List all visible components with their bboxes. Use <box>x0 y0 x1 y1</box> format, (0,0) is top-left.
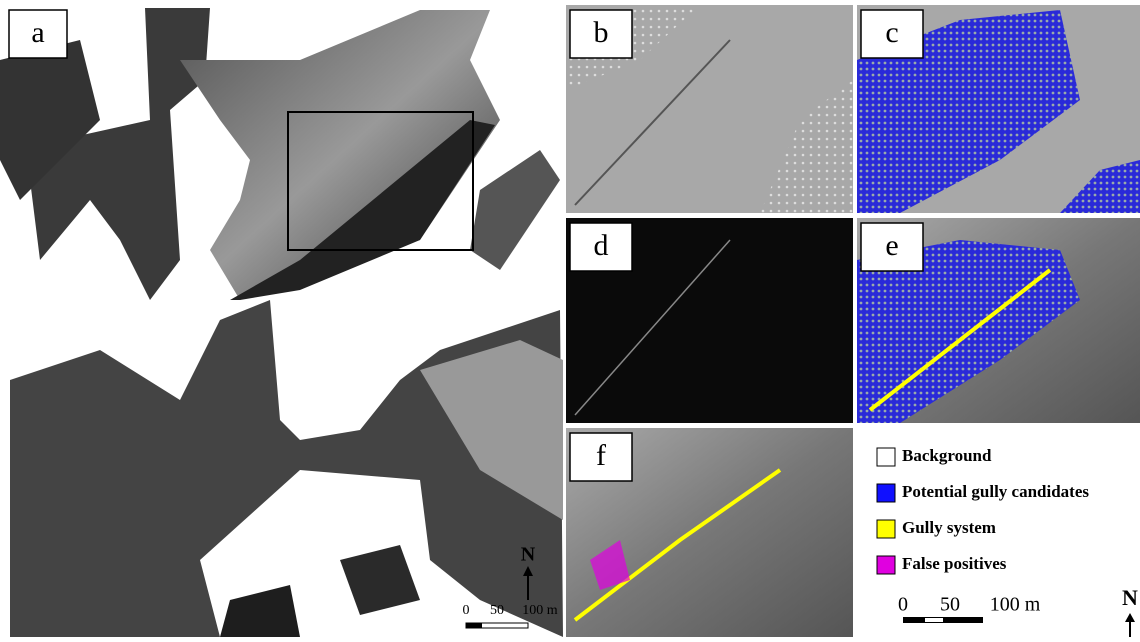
panel-c: c <box>857 5 1140 213</box>
panel-label: d <box>594 229 609 262</box>
scale-bar <box>925 618 943 622</box>
panel-label: c <box>885 16 898 49</box>
scale-label: 50 <box>940 594 960 616</box>
panel-a: a N 0 50 100 m <box>0 8 563 637</box>
north-label: N <box>1122 585 1138 610</box>
panel-b: b <box>566 5 853 213</box>
legend: Background Potential gully candidates Gull… <box>877 446 1089 574</box>
legend-swatch <box>877 484 895 502</box>
scale-label: 50 <box>490 603 504 618</box>
page: {"panels": [ {"label": "a"}, {"label": "… <box>0 0 1140 637</box>
terrain <box>470 150 560 270</box>
panel-label: e <box>885 229 898 262</box>
panel-label: f <box>596 439 606 472</box>
north-label: N <box>521 544 536 566</box>
panel-d: d <box>566 218 853 423</box>
scale-bar <box>466 623 482 628</box>
scale-label: 100 m <box>990 594 1041 616</box>
panel-e: e <box>857 218 1140 423</box>
legend-label: Potential gully candidates <box>902 482 1089 501</box>
legend-label: False positives <box>902 554 1007 573</box>
scale-label: 0 <box>898 594 908 616</box>
legend-label: Gully system <box>902 518 996 537</box>
panel-label: b <box>594 16 609 49</box>
legend-swatch <box>877 448 895 466</box>
legend-swatch <box>877 520 895 538</box>
terrain <box>340 545 420 615</box>
scale-label: 100 m <box>522 603 558 618</box>
legend-label: Background <box>902 446 992 465</box>
figure: a N 0 50 100 m b c d e <box>0 0 1140 637</box>
panel-label: a <box>31 16 44 49</box>
panel-f: f <box>566 428 853 637</box>
north-arrowhead <box>1125 613 1135 622</box>
legend-swatch <box>877 556 895 574</box>
terrain <box>220 585 300 637</box>
scale-label: 0 <box>463 603 470 618</box>
